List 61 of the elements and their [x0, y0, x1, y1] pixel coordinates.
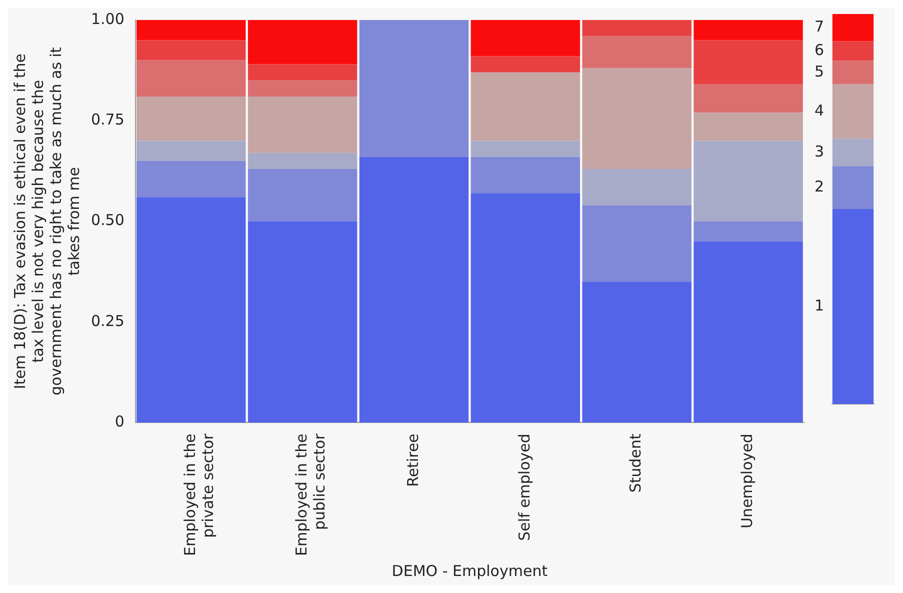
bar [470, 140, 580, 157]
bar [694, 221, 803, 242]
bar [694, 20, 803, 40]
bar [248, 80, 358, 96]
bar [248, 20, 358, 64]
x-tick-label: Self employed [515, 434, 534, 541]
bar [832, 209, 874, 404]
bar [694, 140, 803, 222]
bar [694, 84, 803, 113]
series-label: 2 [814, 177, 824, 196]
bar [248, 152, 358, 169]
bar [832, 41, 874, 61]
bar [582, 68, 692, 169]
bar [582, 20, 692, 36]
bar [582, 168, 692, 206]
series-label: 6 [814, 40, 824, 59]
bar [359, 156, 469, 423]
bar [832, 14, 874, 42]
bar [136, 40, 246, 60]
x-axis-title: DEMO - Employment [392, 562, 548, 580]
x-tick-label: Unemployed [738, 434, 756, 528]
bar [582, 282, 692, 423]
bar [832, 60, 874, 84]
bar [359, 20, 469, 157]
bar [248, 96, 358, 153]
series-label: 3 [814, 142, 824, 160]
bar [470, 193, 580, 423]
y-tick-label: 0 [114, 412, 124, 430]
y-axis-title: Item 18(D): Tax evasion is ethical even if the tax level is not very high because the government has no right to take as much as it takes from me [10, 47, 83, 396]
bar [248, 64, 358, 80]
bar [136, 60, 246, 96]
bar [248, 221, 358, 423]
bar [470, 56, 580, 72]
bar [582, 205, 692, 282]
y-tick-label: 0.50 [90, 211, 124, 230]
bar [470, 72, 580, 141]
series-label: 7 [814, 18, 824, 36]
bar [136, 140, 246, 161]
bar [136, 96, 246, 141]
bar [470, 156, 580, 194]
bar [694, 241, 803, 423]
y-tick-label: 0.25 [90, 312, 124, 330]
bar [582, 36, 692, 68]
series-label: 5 [814, 62, 824, 80]
bar [136, 160, 246, 198]
bar [832, 84, 874, 139]
bar [136, 20, 246, 40]
x-tick-label: Employed in the private sector [181, 432, 218, 556]
bar [694, 112, 803, 141]
x-tick-label: Student [626, 433, 645, 493]
series-label: 1 [814, 296, 824, 314]
x-tick-label: Retiree [404, 434, 422, 487]
bar [832, 138, 874, 166]
y-tick-label: 0.75 [90, 110, 124, 129]
series-label: 4 [814, 101, 824, 120]
bar [694, 40, 803, 84]
bar [136, 197, 246, 423]
bar [248, 168, 358, 222]
bar [470, 20, 580, 56]
y-tick-label: 1.00 [90, 10, 124, 28]
bar [832, 166, 874, 209]
